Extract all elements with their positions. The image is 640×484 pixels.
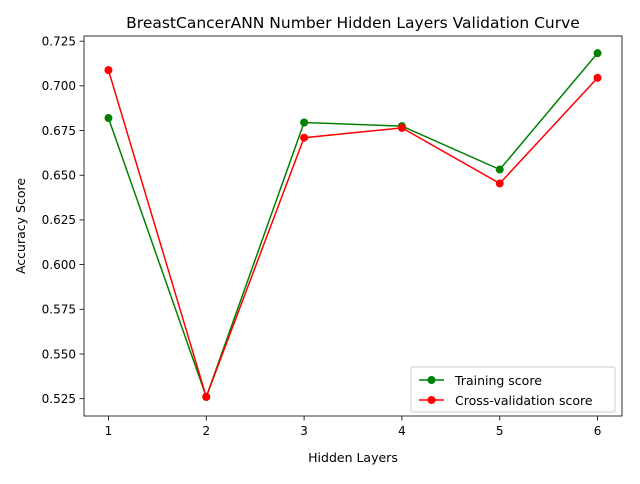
legend-label-cross-validation: Cross-validation score — [455, 393, 593, 408]
series-line-0 — [107, 52, 599, 400]
legend-label-training: Training score — [454, 373, 542, 388]
series-line-1 — [107, 69, 599, 400]
y-axis-label: Accuracy Score — [13, 178, 28, 274]
y-tick-label: 0.575 — [42, 303, 76, 317]
data-point-series-1 — [104, 66, 113, 75]
series-group — [104, 49, 602, 401]
x-tick-label: 3 — [300, 424, 308, 438]
y-tick-label: 0.675 — [42, 124, 76, 138]
data-point-series-0 — [593, 49, 602, 58]
y-tick-label: 0.700 — [42, 79, 76, 93]
y-tick-label: 0.525 — [42, 392, 76, 406]
x-tick-label: 2 — [202, 424, 210, 438]
data-point-series-1 — [495, 179, 504, 188]
x-tick-label: 6 — [594, 424, 602, 438]
y-tick-label: 0.625 — [42, 213, 76, 227]
y-tick-label: 0.650 — [42, 169, 76, 183]
x-axis-ticks: 1 2 3 4 5 6 — [105, 416, 602, 438]
legend: Training score Cross-validation score — [410, 366, 616, 413]
legend-marker-cross-validation — [427, 396, 436, 404]
y-axis-ticks: 0.525 0.550 0.575 0.600 0.625 0.650 0.675 0.700… — [42, 34, 84, 406]
x-axis-label: Hidden Layers — [308, 450, 398, 465]
axes: 1 2 3 4 5 6 0.525 0.550 0.575 0.600 0.625 0.650 0.6… — [42, 34, 623, 438]
legend-marker-training — [427, 376, 436, 384]
legend-box — [410, 366, 616, 413]
y-tick-label: 0.725 — [42, 34, 76, 48]
data-point-series-0 — [104, 114, 113, 123]
data-point-series-0 — [300, 118, 309, 127]
y-tick-label: 0.550 — [42, 347, 76, 361]
data-point-series-0 — [495, 165, 504, 174]
plot-frame — [83, 35, 623, 417]
x-tick-label: 5 — [496, 424, 504, 438]
data-point-series-1 — [202, 392, 211, 401]
x-tick-label: 4 — [398, 424, 406, 438]
data-point-series-1 — [300, 133, 309, 142]
data-point-series-1 — [397, 123, 406, 132]
data-point-series-1 — [593, 73, 602, 82]
y-tick-label: 0.600 — [42, 258, 76, 272]
x-tick-label: 1 — [105, 424, 113, 438]
chart-title: BreastCancerANN Number Hidden Layers Val… — [126, 14, 580, 32]
